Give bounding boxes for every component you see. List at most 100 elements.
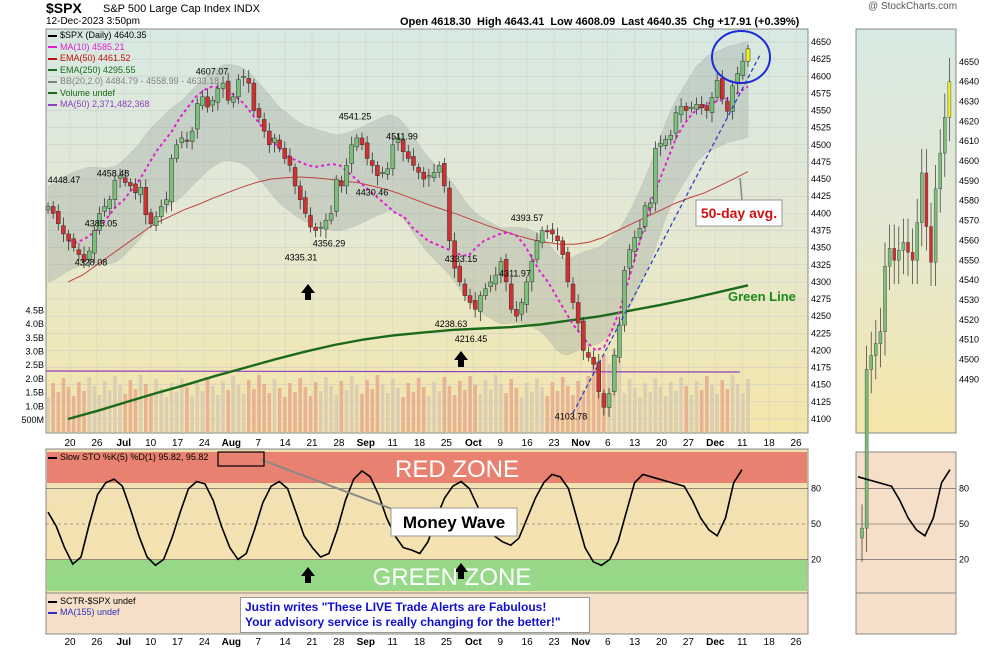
candle-body (740, 60, 746, 76)
candle-body (472, 300, 478, 310)
candle-body (92, 230, 97, 254)
candle-body (406, 151, 411, 159)
candle-body (647, 202, 653, 209)
x-tick-label: Aug (222, 438, 241, 449)
candle-body (720, 78, 725, 100)
candle-body (447, 187, 452, 242)
candle-body (375, 165, 380, 176)
candle-body (632, 237, 638, 252)
x-tick-label-bottom: 7 (255, 637, 261, 648)
volume-bar (720, 380, 725, 432)
volume-bar (560, 377, 565, 432)
date-time: 12-Dec-2023 3:50pm (46, 16, 140, 27)
candle-body (478, 295, 483, 312)
volume-bar (282, 397, 287, 432)
x-tick-label: Sep (357, 438, 375, 449)
y-tick-label: 4275 (811, 294, 831, 304)
volume-bar (221, 381, 225, 432)
candle-body (545, 230, 550, 233)
volume-bar (324, 377, 328, 432)
side-y-tick-label: 4610 (959, 136, 979, 146)
candle-body (333, 178, 339, 212)
candle-body (380, 171, 385, 174)
candle-body (117, 175, 123, 179)
side-y-tick-label: 4570 (959, 216, 979, 226)
volume-bar (684, 386, 689, 432)
price-point-label: 4328.08 (75, 258, 108, 268)
volume-bar (550, 382, 555, 432)
candle-body (61, 225, 66, 235)
x-tick-label: 10 (145, 438, 157, 449)
price-point-label: 4311.97 (499, 269, 531, 279)
volume-bar (51, 383, 55, 432)
side-candle-body (920, 172, 924, 223)
volume-bar (483, 380, 488, 432)
volume-bar (71, 396, 76, 432)
volume-bar (185, 387, 189, 432)
y-tick-label: 4600 (811, 71, 831, 81)
up-arrow-oct (454, 351, 468, 367)
y-tick-label: 4525 (811, 123, 831, 133)
candle-body (364, 142, 370, 159)
candle-body (246, 78, 251, 84)
side-candle-body (887, 248, 892, 267)
volume-bar (447, 386, 452, 432)
y-tick-label: 4500 (811, 140, 831, 150)
candle-body (261, 119, 267, 132)
volume-bar (715, 394, 719, 432)
volume-bar (694, 381, 699, 432)
candle-body (97, 213, 102, 231)
red-zone-label: RED ZONE (395, 456, 519, 483)
legend-swatch (48, 103, 57, 106)
volume-bar (334, 395, 339, 432)
candle-body (601, 393, 607, 408)
money-wave-label: Money Wave (403, 513, 505, 532)
volume-bar (190, 396, 194, 432)
candle-body (267, 130, 272, 146)
x-tick-label-bottom: 25 (441, 637, 453, 648)
candle-body (328, 213, 334, 221)
side-y-tick-label: 4620 (959, 116, 979, 126)
candle-body (462, 283, 468, 296)
y-tick-label: 4650 (811, 37, 831, 47)
side-stochastic-line (857, 469, 951, 537)
candle-body (256, 108, 262, 118)
ohlc-readout: Open 4618.30 High 4643.41 Low 4608.09 La… (400, 16, 800, 28)
side-y-tick-label: 4510 (959, 335, 979, 345)
volume-bar (725, 389, 730, 432)
legend-swatch (48, 600, 57, 603)
candle-body (683, 106, 689, 111)
x-tick-label: 9 (497, 438, 503, 449)
volume-bar (195, 382, 200, 432)
volume-bar (318, 391, 323, 432)
x-tick-label: 16 (522, 438, 534, 449)
x-tick-label-bottom: 11 (387, 637, 398, 648)
candle-body (395, 137, 401, 144)
volume-bar (746, 379, 750, 432)
legend-swatch (48, 80, 57, 83)
candle-body (514, 309, 519, 317)
candle-body (519, 302, 524, 315)
side-candle-body (910, 252, 915, 261)
candle-body (606, 393, 612, 408)
volume-bar (463, 390, 467, 432)
candle-body (586, 352, 591, 358)
candle-body (385, 168, 390, 175)
candle-body (452, 240, 457, 269)
high-value: 4643.41 (504, 16, 545, 28)
side-stoch-tick-label: 50 (959, 519, 969, 529)
volume-bar (421, 387, 426, 432)
volume-bar (143, 384, 148, 432)
volume-bar (339, 381, 344, 432)
x-tick-label: 24 (199, 438, 211, 449)
volume-bar (205, 377, 210, 432)
volume-bar (128, 380, 133, 432)
x-tick-label: 26 (790, 438, 802, 449)
legend-item: MA(50) 2,371,482,368 (48, 99, 150, 109)
side-candle-body (901, 242, 906, 251)
x-tick-label-bottom: Oct (465, 637, 482, 648)
volume-bar (210, 386, 215, 432)
candle-body (220, 82, 226, 89)
volume-bar (457, 381, 462, 432)
side-candle-body (860, 527, 864, 539)
